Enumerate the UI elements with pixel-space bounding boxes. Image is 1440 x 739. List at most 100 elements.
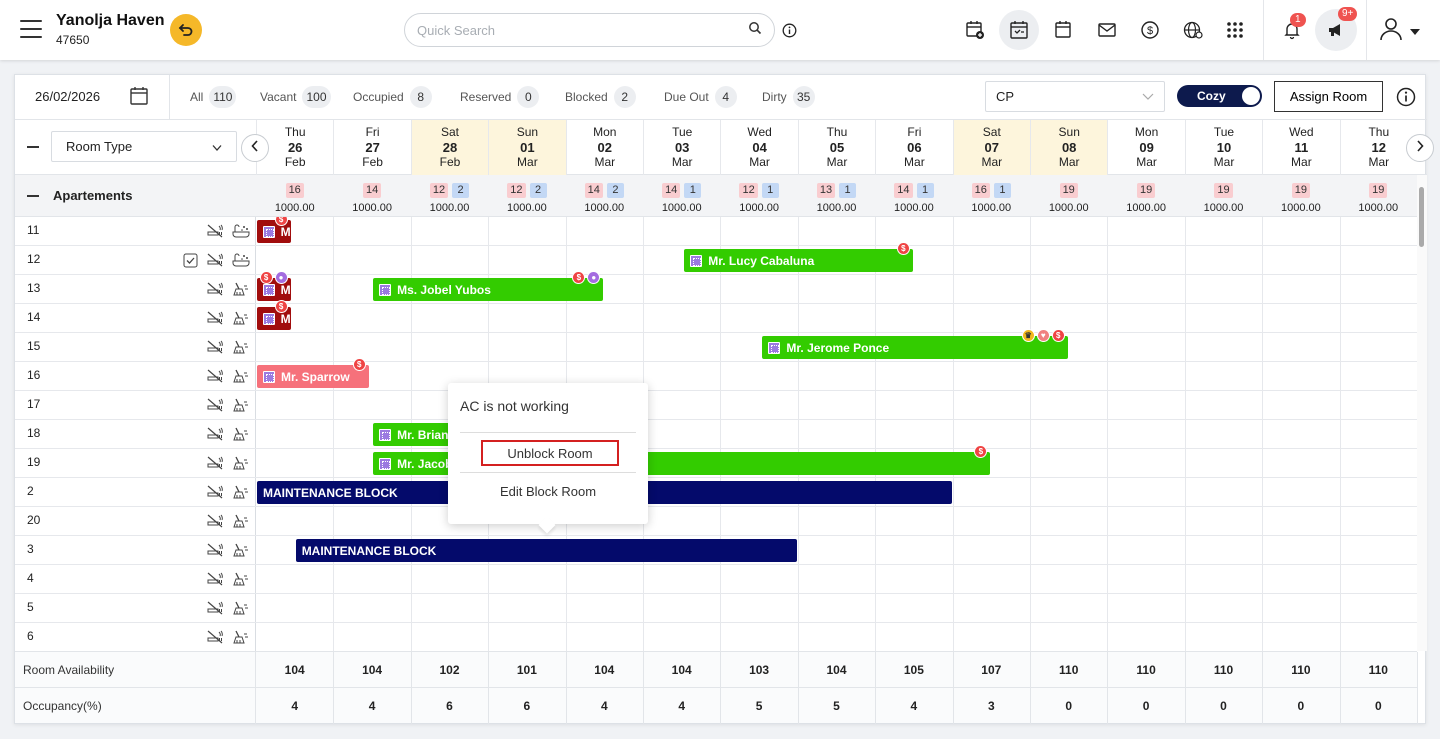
room-number[interactable]: 4 — [27, 571, 34, 585]
blocked-count-badge[interactable]: 1 — [761, 183, 779, 198]
available-count-badge[interactable]: 14 — [584, 183, 603, 198]
mail-icon[interactable] — [1094, 17, 1120, 43]
filter-dirty[interactable]: Dirty 35 — [762, 86, 815, 108]
housekeeping-broom-icon[interactable] — [232, 630, 250, 646]
calendar-picker-icon[interactable] — [129, 86, 149, 111]
undo-icon[interactable] — [170, 14, 202, 46]
globe-icon[interactable] — [1180, 17, 1206, 43]
maintenance-block[interactable]: MAINTENANCE BLOCK — [295, 539, 797, 562]
room-number[interactable]: 16 — [27, 368, 41, 382]
room-number[interactable]: 18 — [27, 426, 41, 440]
available-count-badge[interactable]: 14 — [362, 183, 382, 198]
info-icon[interactable] — [1396, 87, 1416, 112]
available-count-badge[interactable]: 16 — [285, 183, 304, 198]
room-number[interactable]: 5 — [27, 600, 34, 614]
filter-reserved[interactable]: Reserved 0 — [460, 86, 540, 108]
housekeeping-broom-icon[interactable] — [232, 311, 250, 327]
available-count-badge[interactable]: 19 — [1291, 183, 1310, 198]
guest-icon[interactable]: ● — [587, 271, 601, 284]
filter-blocked[interactable]: Blocked 2 — [565, 86, 636, 108]
megaphone-icon[interactable] — [1315, 9, 1357, 51]
payment-due-icon[interactable]: $ — [974, 445, 988, 458]
housekeeping-broom-icon[interactable] — [232, 456, 250, 472]
room-number[interactable]: 3 — [27, 542, 34, 556]
filter-all[interactable]: All 110 — [190, 86, 237, 108]
housekeeping-broom-icon[interactable] — [232, 572, 250, 588]
room-number[interactable]: 13 — [27, 281, 41, 295]
assign-room-button[interactable]: Assign Room — [1274, 81, 1383, 112]
available-count-badge[interactable]: 14 — [894, 183, 913, 198]
available-count-badge[interactable]: 13 — [816, 183, 836, 198]
apps-grid-icon[interactable] — [1222, 17, 1248, 43]
collapse-all-icon[interactable] — [27, 146, 39, 148]
filter-due-out[interactable]: Due Out 4 — [664, 86, 737, 108]
filter-vacant[interactable]: Vacant 100 — [260, 86, 331, 108]
payment-due-icon[interactable]: $ — [274, 217, 288, 226]
available-count-badge[interactable]: 12 — [739, 183, 758, 198]
user-menu[interactable] — [1378, 17, 1426, 45]
room-number[interactable]: 17 — [27, 397, 41, 411]
housekeeping-broom-icon[interactable] — [232, 543, 250, 559]
available-count-badge[interactable]: 12 — [507, 183, 526, 198]
blocked-count-badge[interactable]: 1 — [993, 183, 1011, 198]
search-input[interactable] — [417, 22, 748, 38]
prev-dates-button[interactable] — [241, 134, 269, 162]
vip-crown-icon[interactable]: ♛ — [1021, 329, 1035, 342]
filter-occupied[interactable]: Occupied 8 — [353, 86, 432, 108]
room-number[interactable]: 20 — [27, 513, 41, 527]
blocked-count-badge[interactable]: 2 — [529, 183, 547, 198]
payment-due-icon[interactable]: $ — [572, 271, 586, 284]
blocked-count-badge[interactable]: 1 — [839, 183, 857, 198]
reservation-bar[interactable]: Ms. Jobel Yubos — [373, 278, 604, 301]
blocked-count-badge[interactable]: 1 — [684, 183, 702, 198]
menu-icon[interactable] — [20, 20, 42, 38]
room-number[interactable]: 15 — [27, 339, 41, 353]
rate-plan-select[interactable]: CP — [985, 81, 1165, 112]
dollar-icon[interactable]: $ — [1137, 17, 1163, 43]
edit-block-room-button[interactable]: Edit Block Room — [499, 484, 597, 499]
room-number[interactable]: 14 — [27, 310, 41, 324]
housekeeping-broom-icon[interactable] — [232, 282, 250, 298]
available-count-badge[interactable]: 19 — [1369, 183, 1388, 198]
housekeeping-broom-icon[interactable] — [232, 340, 250, 356]
scrollbar-thumb[interactable] — [1419, 187, 1424, 247]
reservation-bar[interactable]: Mr. Lucy Cabaluna — [684, 249, 913, 272]
payment-due-icon[interactable]: $ — [1051, 329, 1065, 342]
payment-due-icon[interactable]: $ — [274, 300, 288, 313]
housekeeping-broom-icon[interactable] — [232, 601, 250, 617]
payment-due-icon[interactable]: $ — [352, 358, 366, 371]
room-number[interactable]: 6 — [27, 629, 34, 643]
housekeeping-broom-icon[interactable] — [232, 369, 250, 385]
cozy-toggle[interactable]: Cozy — [1177, 85, 1262, 107]
guest-icon[interactable]: ● — [274, 271, 288, 284]
room-number[interactable]: 11 — [27, 223, 40, 237]
housekeeping-broom-icon[interactable] — [232, 427, 250, 443]
payment-due-icon[interactable]: $ — [259, 271, 273, 284]
unblock-room-button[interactable]: Unblock Room — [481, 440, 619, 466]
vertical-scrollbar[interactable] — [1417, 175, 1427, 651]
inspected-check-icon[interactable] — [183, 253, 201, 269]
calendar-check-icon[interactable] — [999, 10, 1039, 50]
room-number[interactable]: 12 — [27, 252, 41, 266]
blocked-count-badge[interactable]: 2 — [452, 183, 470, 198]
collapse-group-icon[interactable] — [27, 195, 39, 197]
reservation-bar[interactable]: Mr. Sparrow — [257, 365, 369, 388]
available-count-badge[interactable]: 12 — [429, 183, 449, 198]
housekeeping-broom-icon[interactable] — [232, 514, 250, 530]
housekeeping-broom-icon[interactable] — [232, 485, 250, 501]
date-value[interactable]: 26/02/2026 — [35, 89, 101, 104]
clean-bath-icon[interactable] — [232, 253, 250, 269]
reservation-bar[interactable]: Mr. Jerome Ponce — [762, 336, 1068, 359]
available-count-badge[interactable]: 19 — [1059, 183, 1078, 198]
available-count-badge[interactable]: 19 — [1136, 183, 1156, 198]
room-type-select[interactable]: Room Type — [51, 131, 237, 162]
special-request-icon[interactable]: ♥ — [1036, 329, 1050, 342]
hotel-name[interactable]: Yanolja Haven — [56, 12, 165, 29]
blocked-count-badge[interactable]: 1 — [916, 183, 934, 198]
room-number[interactable]: 19 — [27, 455, 41, 469]
clean-bath-icon[interactable] — [232, 224, 250, 240]
calendar-icon[interactable] — [1050, 17, 1076, 43]
calendar-add-icon[interactable] — [962, 17, 988, 43]
next-dates-button[interactable] — [1406, 134, 1434, 162]
blocked-count-badge[interactable]: 2 — [606, 183, 624, 198]
